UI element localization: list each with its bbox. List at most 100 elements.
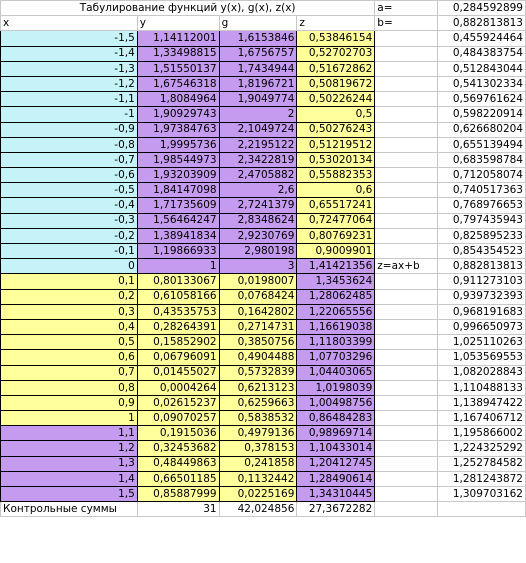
cell-empty[interactable] — [437, 501, 526, 518]
cell-y[interactable]: 0,66501185 — [136, 470, 220, 488]
cell-z[interactable]: 0,50276243 — [296, 121, 376, 138]
cell-empty[interactable] — [374, 121, 439, 138]
param-b-value[interactable]: 0,882813813 — [437, 15, 526, 32]
cell-y[interactable]: 1,93203909 — [136, 167, 220, 184]
param-a-label[interactable]: a= — [374, 0, 439, 17]
cell-z[interactable]: 0,55882353 — [296, 167, 376, 184]
cell-g[interactable]: 2,1049724 — [218, 121, 298, 138]
formula-label[interactable]: z=ax+b — [374, 258, 439, 275]
cell-z[interactable]: 0,72477064 — [296, 212, 376, 229]
cell-z[interactable]: 0,50226244 — [296, 91, 376, 108]
cell-linear[interactable]: 0,712058074 — [437, 167, 526, 184]
cell-y[interactable]: 0,02615237 — [136, 394, 220, 412]
cell-linear[interactable]: 1,281243872 — [437, 470, 526, 488]
cell-g[interactable]: 0,3850756 — [218, 334, 298, 351]
cell-z[interactable]: 1,11803399 — [296, 334, 376, 351]
cell-z[interactable]: 1,20412745 — [296, 455, 376, 472]
cell-y[interactable]: 1,8084964 — [136, 91, 220, 108]
cell-z[interactable]: 0,9009901 — [296, 242, 376, 260]
cell-linear[interactable]: 1,224325292 — [437, 440, 526, 457]
cell-z[interactable]: 1,00498756 — [296, 394, 376, 412]
cell-x[interactable]: -1,5 — [0, 30, 138, 47]
cell-linear[interactable]: 1,110488133 — [437, 379, 526, 396]
cell-linear[interactable]: 0,740517363 — [437, 182, 526, 199]
cell-x[interactable]: 1,1 — [0, 425, 138, 442]
totals-label[interactable]: Контрольные суммы — [0, 501, 138, 518]
cell-g[interactable]: 0,241858 — [218, 455, 298, 472]
cell-empty[interactable] — [374, 288, 439, 305]
cell-z[interactable]: 1,10433014 — [296, 440, 376, 457]
cell-empty[interactable] — [374, 60, 439, 77]
cell-g[interactable]: 0,1642802 — [218, 303, 298, 320]
cell-x[interactable]: 0,1 — [0, 273, 138, 290]
cell-x[interactable]: 0,3 — [0, 303, 138, 320]
cell-empty[interactable] — [374, 30, 439, 47]
cell-linear[interactable]: 0,683598784 — [437, 151, 526, 169]
cell-linear[interactable]: 0,569761624 — [437, 91, 526, 108]
cell-x[interactable]: 0,8 — [0, 379, 138, 396]
cell-g[interactable]: 2,6 — [218, 182, 298, 199]
cell-empty[interactable] — [374, 106, 439, 123]
cell-y[interactable]: 1,33498815 — [136, 45, 220, 62]
cell-x[interactable]: 0,5 — [0, 334, 138, 351]
cell-z[interactable]: 1,07703296 — [296, 349, 376, 366]
cell-y[interactable]: 1,98544973 — [136, 151, 220, 169]
cell-y[interactable]: 1,84147098 — [136, 182, 220, 199]
cell-y[interactable]: 0,43535753 — [136, 303, 220, 320]
header-x[interactable]: x — [0, 15, 138, 32]
cell-linear[interactable]: 0,825895233 — [437, 227, 526, 245]
cell-empty[interactable] — [374, 425, 439, 442]
cell-linear[interactable]: 0,854354523 — [437, 242, 526, 260]
cell-g[interactable]: 0,0225169 — [218, 485, 298, 503]
total-z[interactable]: 27,3672282 — [296, 501, 376, 518]
cell-y[interactable]: 0,32453682 — [136, 440, 220, 457]
cell-linear[interactable]: 0,484383754 — [437, 45, 526, 62]
cell-empty[interactable] — [374, 334, 439, 351]
cell-g[interactable]: 1,6756757 — [218, 45, 298, 62]
cell-linear[interactable]: 1,082028843 — [437, 364, 526, 381]
cell-empty[interactable] — [374, 303, 439, 320]
cell-z[interactable]: 0,52702703 — [296, 45, 376, 62]
sheet-title[interactable]: Табулирование функций y(x), g(x), z(x) — [0, 0, 376, 17]
cell-x[interactable]: -0,8 — [0, 136, 138, 153]
cell-z[interactable]: 1,3453624 — [296, 273, 376, 290]
cell-y[interactable]: 1,71735609 — [136, 197, 220, 214]
cell-x[interactable]: 1 — [0, 410, 138, 427]
cell-g[interactable]: 0,6259663 — [218, 394, 298, 412]
param-a-value[interactable]: 0,284592899 — [437, 0, 526, 17]
cell-empty[interactable] — [374, 273, 439, 290]
cell-empty[interactable] — [374, 455, 439, 472]
cell-g[interactable]: 0,378153 — [218, 440, 298, 457]
cell-empty[interactable] — [374, 410, 439, 427]
cell-g[interactable]: 0,0768424 — [218, 288, 298, 305]
cell-y[interactable]: 1,14112001 — [136, 30, 220, 47]
cell-z[interactable]: 1,04403065 — [296, 364, 376, 381]
cell-empty[interactable] — [374, 212, 439, 229]
cell-linear[interactable]: 0,939732393 — [437, 288, 526, 305]
cell-empty[interactable] — [374, 227, 439, 245]
cell-empty[interactable] — [374, 349, 439, 366]
cell-x[interactable]: -1,2 — [0, 75, 138, 93]
cell-x[interactable]: -1 — [0, 106, 138, 123]
cell-linear[interactable]: 0,768976653 — [437, 197, 526, 214]
cell-z[interactable]: 0,98969714 — [296, 425, 376, 442]
cell-x[interactable]: 1,3 — [0, 455, 138, 472]
cell-y[interactable]: 0,28264391 — [136, 318, 220, 336]
cell-linear[interactable]: 0,911273103 — [437, 273, 526, 290]
cell-empty[interactable] — [374, 136, 439, 153]
cell-empty[interactable] — [374, 151, 439, 169]
header-z[interactable]: z — [296, 15, 376, 32]
cell-x[interactable]: -0,2 — [0, 227, 138, 245]
cell-linear[interactable]: 0,968191683 — [437, 303, 526, 320]
cell-linear[interactable]: 0,598220914 — [437, 106, 526, 123]
cell-y[interactable]: 1,97384763 — [136, 121, 220, 138]
cell-z[interactable]: 0,50819672 — [296, 75, 376, 93]
cell-x[interactable]: 0,9 — [0, 394, 138, 412]
cell-g[interactable]: 2,7241379 — [218, 197, 298, 214]
cell-x[interactable]: 0,4 — [0, 318, 138, 336]
cell-y[interactable]: 1,56464247 — [136, 212, 220, 229]
cell-z[interactable]: 1,22065556 — [296, 303, 376, 320]
param-b-label[interactable]: b= — [374, 15, 439, 32]
total-g[interactable]: 42,024856 — [218, 501, 298, 518]
cell-g[interactable]: 0,1132442 — [218, 470, 298, 488]
